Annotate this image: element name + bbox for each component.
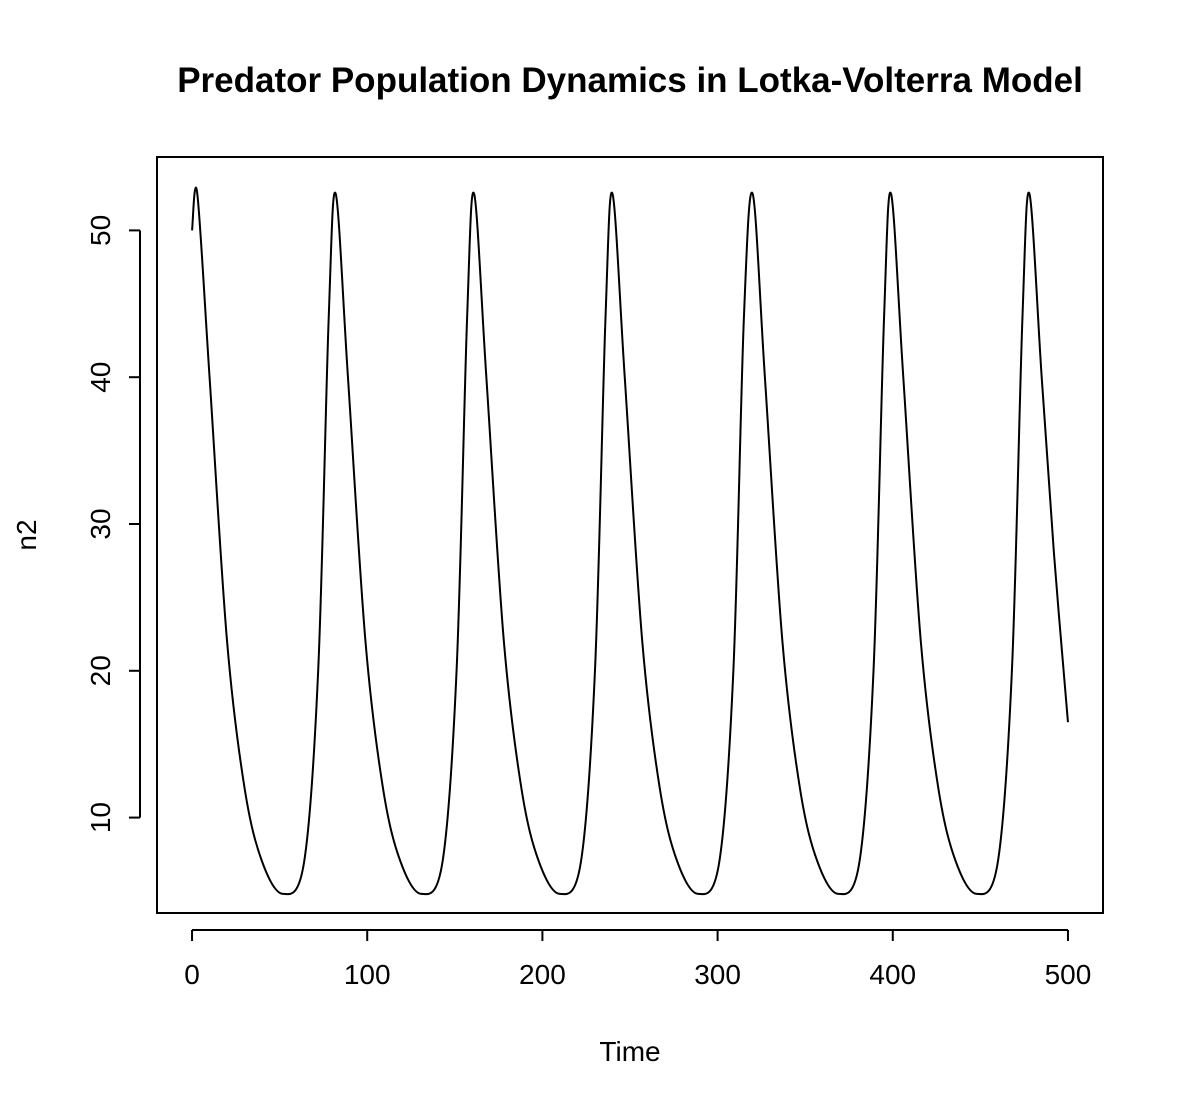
y-axis-label: n2: [11, 519, 42, 550]
chart-title: Predator Population Dynamics in Lotka-Vo…: [177, 61, 1083, 100]
y-tick-label: 20: [85, 655, 116, 686]
x-tick-label: 300: [694, 959, 741, 990]
x-tick-label: 400: [869, 959, 916, 990]
y-tick-label: 40: [85, 362, 116, 393]
x-tick-label: 0: [184, 959, 200, 990]
y-tick-label: 50: [85, 215, 116, 246]
plot-frame: [156, 156, 1104, 914]
x-tick-label: 500: [1045, 959, 1092, 990]
x-tick-label: 100: [344, 959, 391, 990]
y-tick-label: 30: [85, 508, 116, 539]
y-axis: 10 20 30 40 50: [85, 215, 141, 833]
series-line: [191, 186, 1069, 896]
x-axis-label: Time: [599, 1036, 660, 1067]
x-axis: 0 100 200 300 400 500: [184, 929, 1092, 990]
x-tick-label: 200: [519, 959, 566, 990]
y-tick-label: 10: [85, 802, 116, 833]
